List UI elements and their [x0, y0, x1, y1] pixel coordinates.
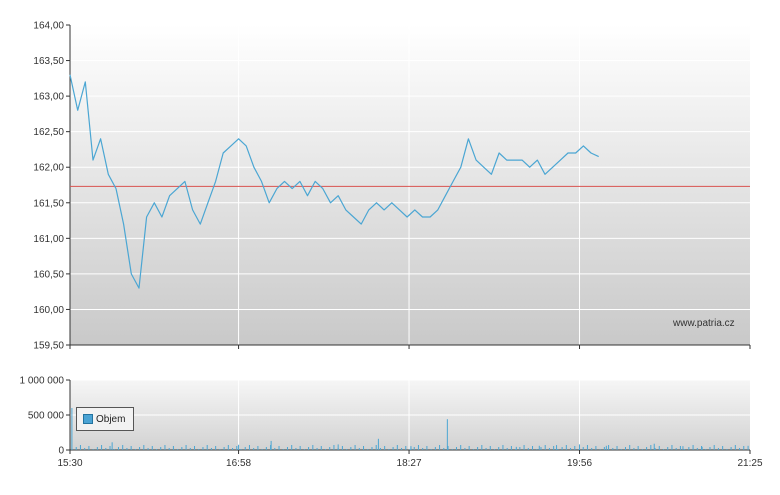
volume-tick-label: 500 000: [28, 411, 65, 422]
price-tick-label: 160,00: [33, 305, 64, 316]
x-tick-label: 19:56: [567, 458, 592, 469]
x-tick-label: 16:58: [226, 458, 251, 469]
price-tick-label: 161,00: [33, 234, 64, 245]
legend-swatch: [83, 414, 93, 424]
legend-label: Objem: [96, 413, 126, 425]
volume-tick-label: 1 000 000: [20, 376, 65, 387]
price-tick-label: 163,50: [33, 56, 64, 67]
x-tick-label: 21:25: [737, 458, 762, 469]
price-tick-label: 160,50: [33, 269, 64, 280]
x-tick-label: 15:30: [57, 458, 82, 469]
price-tick-label: 162,00: [33, 163, 64, 174]
price-tick-label: 163,00: [33, 92, 64, 103]
price-tick-label: 162,50: [33, 127, 64, 138]
volume-tick-label: 0: [58, 446, 64, 457]
volume-legend: Objem: [76, 407, 134, 431]
x-tick-label: 18:27: [397, 458, 422, 469]
price-line: [69, 74, 599, 289]
price-tick-label: 161,50: [33, 198, 64, 209]
price-tick-label: 159,50: [33, 341, 64, 352]
price-plot-background: [70, 25, 750, 345]
watermark-text: www.patria.cz: [673, 318, 735, 329]
price-tick-label: 164,00: [33, 21, 64, 32]
